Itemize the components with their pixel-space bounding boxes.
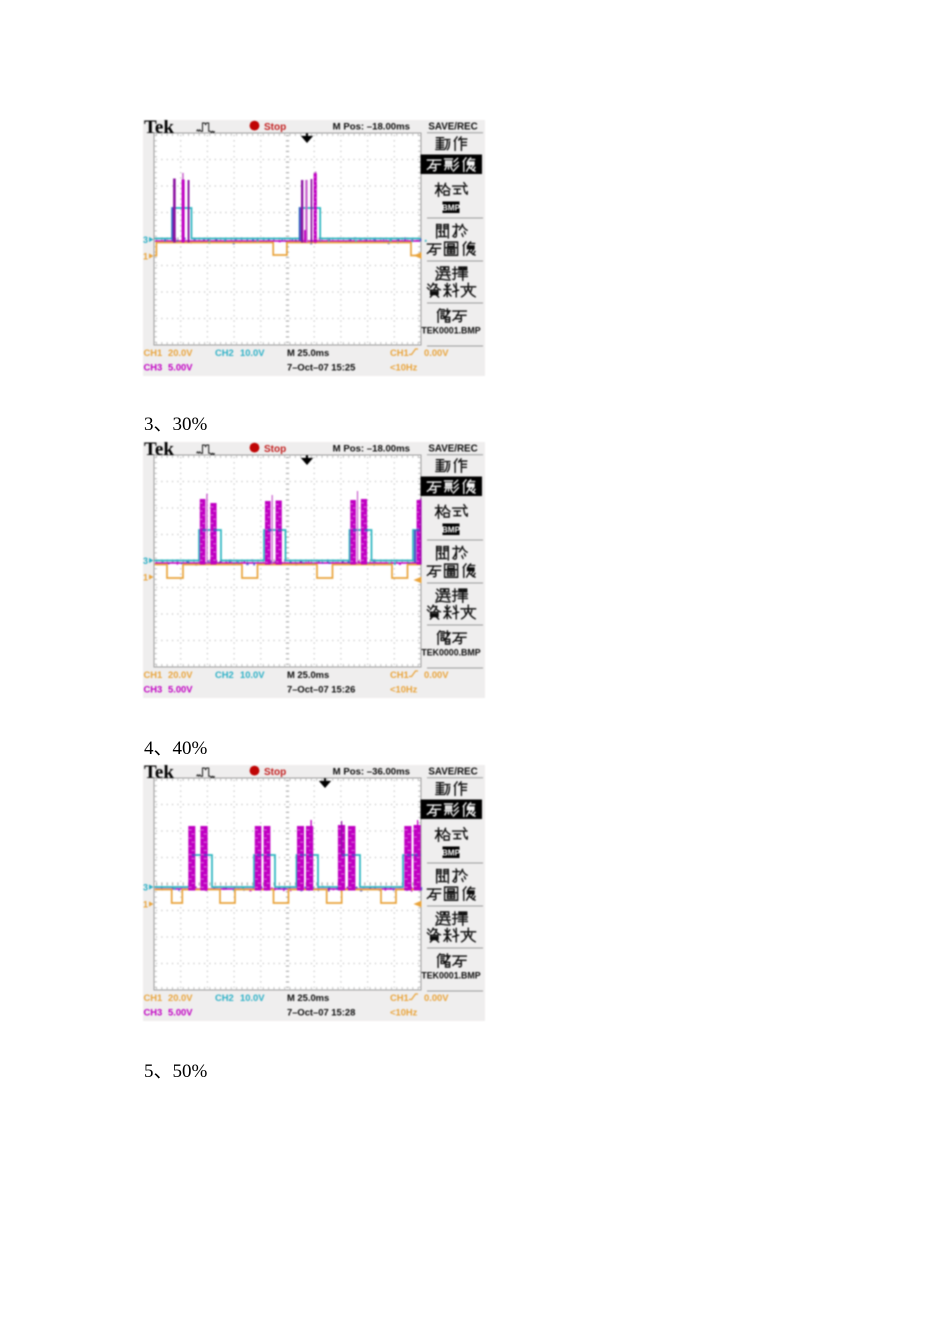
svg-text:0.00V: 0.00V (424, 992, 449, 1003)
svg-text:7–Oct–07 15:28: 7–Oct–07 15:28 (287, 1006, 355, 1017)
svg-text:7–Oct–07 15:25: 7–Oct–07 15:25 (287, 361, 355, 372)
svg-text:<10Hz: <10Hz (390, 361, 418, 372)
svg-text:0.00V: 0.00V (424, 669, 449, 680)
svg-text:CH1: CH1 (390, 992, 409, 1003)
svg-text:CH2: CH2 (215, 669, 234, 680)
svg-text:0.00V: 0.00V (424, 347, 449, 358)
svg-text:SAVE/REC: SAVE/REC (428, 122, 477, 133)
svg-text:SAVE/REC: SAVE/REC (428, 767, 477, 778)
svg-text:10.0V: 10.0V (240, 992, 265, 1003)
svg-text:M 25.0ms: M 25.0ms (287, 992, 329, 1003)
svg-text:BMP: BMP (442, 204, 461, 213)
svg-text:Tek: Tek (144, 120, 174, 138)
svg-text:5.00V: 5.00V (168, 1006, 193, 1017)
svg-text:1: 1 (143, 251, 148, 261)
svg-text:TEK0001.BMP: TEK0001.BMP (421, 325, 480, 335)
svg-text:M Pos: –18.00ms: M Pos: –18.00ms (333, 443, 410, 454)
svg-text:<10Hz: <10Hz (390, 1006, 418, 1017)
svg-text:3: 3 (143, 556, 148, 566)
svg-text:CH1: CH1 (144, 669, 163, 680)
svg-text:BMP: BMP (442, 849, 461, 858)
svg-text:3: 3 (143, 882, 148, 892)
svg-text:BMP: BMP (442, 526, 461, 535)
svg-text:1: 1 (143, 572, 148, 582)
svg-text:Tek: Tek (144, 765, 174, 783)
svg-text:7–Oct–07 15:26: 7–Oct–07 15:26 (287, 683, 355, 694)
svg-text:Stop: Stop (264, 767, 286, 778)
svg-text:CH1: CH1 (390, 347, 409, 358)
svg-text:M Pos: –36.00ms: M Pos: –36.00ms (333, 766, 410, 777)
svg-text:SAVE/REC: SAVE/REC (428, 444, 477, 455)
svg-text:M 25.0ms: M 25.0ms (287, 347, 329, 358)
svg-text:20.0V: 20.0V (168, 669, 193, 680)
svg-text:Tek: Tek (144, 442, 174, 460)
svg-text:1: 1 (143, 899, 148, 909)
svg-text:Stop: Stop (264, 122, 286, 133)
svg-text:M 25.0ms: M 25.0ms (287, 669, 329, 680)
svg-text:Stop: Stop (264, 444, 286, 455)
svg-text:CH2: CH2 (215, 992, 234, 1003)
svg-text:20.0V: 20.0V (168, 992, 193, 1003)
svg-text:CH3: CH3 (144, 361, 163, 372)
svg-text:TEK0001.BMP: TEK0001.BMP (421, 970, 480, 980)
svg-text:CH1: CH1 (144, 992, 163, 1003)
svg-text:5.00V: 5.00V (168, 683, 193, 694)
svg-text:CH3: CH3 (144, 683, 163, 694)
svg-text:5.00V: 5.00V (168, 361, 193, 372)
svg-text:CH2: CH2 (215, 347, 234, 358)
svg-text:TEK0000.BMP: TEK0000.BMP (421, 647, 480, 657)
svg-text:CH3: CH3 (144, 1006, 163, 1017)
svg-text:M Pos: –18.00ms: M Pos: –18.00ms (333, 121, 410, 132)
svg-text:10.0V: 10.0V (240, 347, 265, 358)
svg-text:10.0V: 10.0V (240, 669, 265, 680)
svg-text:3: 3 (143, 235, 148, 245)
svg-text:CH1: CH1 (144, 347, 163, 358)
svg-text:CH1: CH1 (390, 669, 409, 680)
svg-text:20.0V: 20.0V (168, 347, 193, 358)
svg-text:<10Hz: <10Hz (390, 683, 418, 694)
